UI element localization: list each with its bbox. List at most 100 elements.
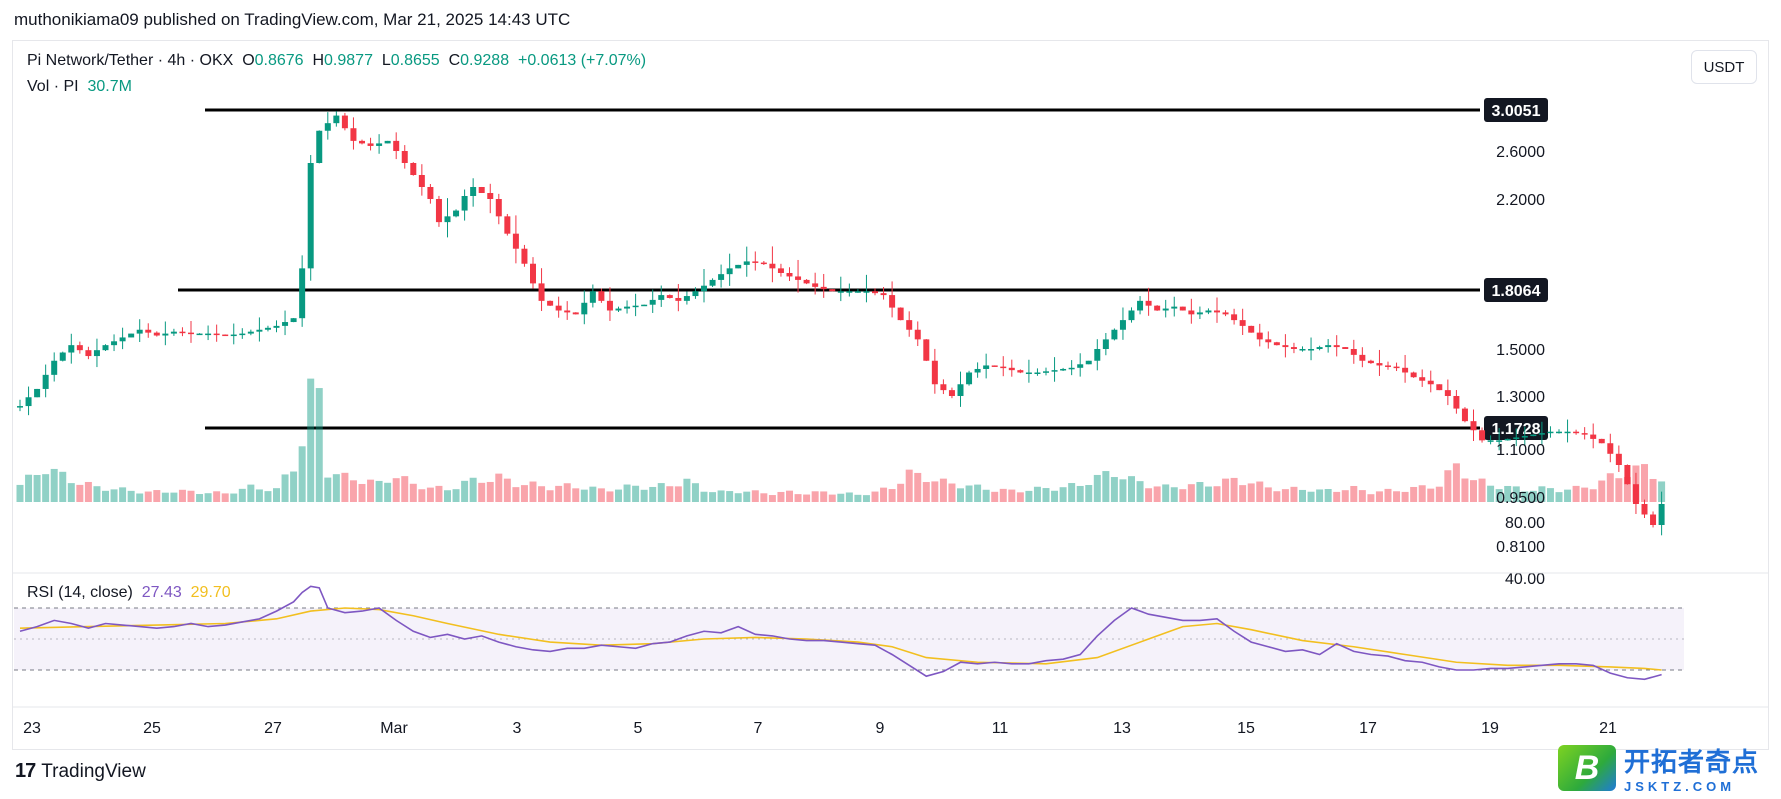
candle-body bbox=[85, 350, 92, 357]
candle-body bbox=[145, 329, 152, 333]
volume-bar bbox=[1307, 491, 1315, 502]
volume-bar bbox=[1589, 489, 1597, 502]
volume-bar bbox=[1247, 483, 1255, 502]
volume-bar bbox=[897, 483, 905, 502]
candle-body bbox=[1444, 390, 1451, 396]
volume-bar bbox=[794, 494, 802, 502]
volume-bar bbox=[854, 494, 862, 502]
candle-body bbox=[213, 333, 220, 336]
volume-bar bbox=[555, 485, 563, 502]
volume-bar bbox=[1572, 485, 1580, 502]
volume-bar bbox=[880, 487, 888, 502]
candle-body bbox=[1239, 320, 1246, 326]
volume-bar bbox=[1324, 489, 1332, 502]
candle-body bbox=[264, 327, 271, 330]
time-tick-label: 5 bbox=[634, 720, 643, 737]
site-watermark: B 开拓者奇点 JSKTZ.COM bbox=[1557, 742, 1759, 794]
volume-bar bbox=[1042, 488, 1050, 502]
volume-bar bbox=[435, 485, 443, 502]
candle-body bbox=[1025, 372, 1032, 374]
candle-body bbox=[444, 216, 451, 223]
volume-bar bbox=[392, 478, 400, 502]
candle-body bbox=[478, 187, 485, 193]
low-value: 0.8655 bbox=[390, 52, 440, 69]
volume-bar bbox=[1273, 491, 1281, 502]
volume-bar bbox=[657, 483, 665, 502]
volume-bar bbox=[401, 476, 409, 502]
candle-body bbox=[1607, 443, 1614, 454]
candle-body bbox=[188, 332, 194, 335]
volume-bar bbox=[1033, 486, 1041, 502]
volume-bar bbox=[298, 446, 306, 502]
volume-bar bbox=[751, 490, 759, 502]
volume-bar bbox=[127, 490, 135, 502]
candle-body bbox=[17, 406, 23, 408]
candle-body bbox=[606, 300, 613, 311]
volume-bar bbox=[33, 474, 41, 502]
volume-bar bbox=[991, 491, 999, 502]
volume-bar bbox=[683, 478, 691, 502]
symbol-legend: Pi Network/Tether · 4h · OKX O0.8676 H0.… bbox=[27, 52, 646, 70]
candle-body bbox=[897, 307, 904, 321]
candle-body bbox=[914, 329, 921, 340]
candle-body bbox=[889, 295, 896, 308]
volume-bar bbox=[1444, 470, 1452, 502]
volume-bar bbox=[102, 490, 109, 502]
publisher-header: muthonikiama09 published on TradingView.… bbox=[14, 10, 571, 29]
volume-bar bbox=[1410, 486, 1418, 502]
candle-body bbox=[1196, 312, 1203, 315]
candle-body bbox=[1171, 306, 1178, 309]
volume-bar bbox=[1598, 480, 1606, 502]
volume-bar bbox=[1367, 494, 1375, 502]
candle-body bbox=[957, 384, 964, 396]
volume-bar bbox=[1230, 477, 1238, 502]
volume-bar bbox=[1299, 489, 1306, 502]
currency-unit-button[interactable]: USDT bbox=[1691, 50, 1757, 84]
candle-body bbox=[1325, 345, 1332, 348]
candle-body bbox=[1521, 436, 1528, 438]
candle-body bbox=[93, 350, 100, 357]
volume-bar bbox=[632, 485, 640, 502]
candle-body bbox=[846, 291, 853, 293]
volume-bar bbox=[1521, 491, 1529, 502]
time-tick-label: 27 bbox=[264, 720, 282, 737]
candle-body bbox=[1342, 347, 1349, 349]
tradingview-logo[interactable]: 17 TradingView bbox=[15, 760, 146, 783]
volume-bar bbox=[1375, 491, 1383, 502]
volume-bar bbox=[1470, 480, 1477, 502]
volume-bars bbox=[16, 378, 1666, 502]
candle-body bbox=[25, 397, 32, 407]
volume-bar bbox=[230, 493, 238, 502]
level-label: 3.0051 bbox=[1492, 103, 1541, 120]
level-label-bg bbox=[1484, 98, 1548, 122]
candle-body bbox=[615, 308, 622, 311]
time-tick-label: Mar bbox=[380, 720, 408, 737]
high-value: 0.9877 bbox=[324, 52, 373, 69]
volume-bar bbox=[1128, 476, 1135, 502]
candle-body bbox=[572, 312, 579, 315]
volume-bar bbox=[1487, 485, 1495, 502]
chart-pane[interactable] bbox=[12, 40, 1769, 750]
volume-bar bbox=[273, 488, 280, 502]
candle-body bbox=[350, 128, 357, 141]
candle-body bbox=[333, 115, 340, 124]
tradingview-logo-icon: 17 bbox=[15, 760, 36, 782]
candle-body bbox=[1077, 364, 1084, 368]
candle-body bbox=[1256, 332, 1263, 340]
candle-body bbox=[256, 329, 263, 332]
volume-bar bbox=[862, 495, 870, 502]
volume-bar bbox=[1452, 463, 1460, 502]
time-axis[interactable]: 23 25 27 Mar 3 5 7 9 11 13 15 17 19 21 bbox=[23, 720, 1617, 737]
time-tick-label: 7 bbox=[754, 720, 763, 737]
volume-bar bbox=[1495, 489, 1503, 502]
volume-bar bbox=[563, 483, 571, 502]
volume-bar bbox=[1564, 489, 1572, 502]
candle-body bbox=[435, 199, 442, 223]
volume-bar bbox=[803, 494, 811, 502]
price-axis[interactable]: 2.6000 2.2000 1.5000 1.3000 1.1000 0.9500 0.81… bbox=[1496, 144, 1545, 556]
volume-bar bbox=[640, 489, 648, 502]
volume-bar bbox=[939, 478, 947, 502]
volume-bar bbox=[957, 488, 964, 502]
